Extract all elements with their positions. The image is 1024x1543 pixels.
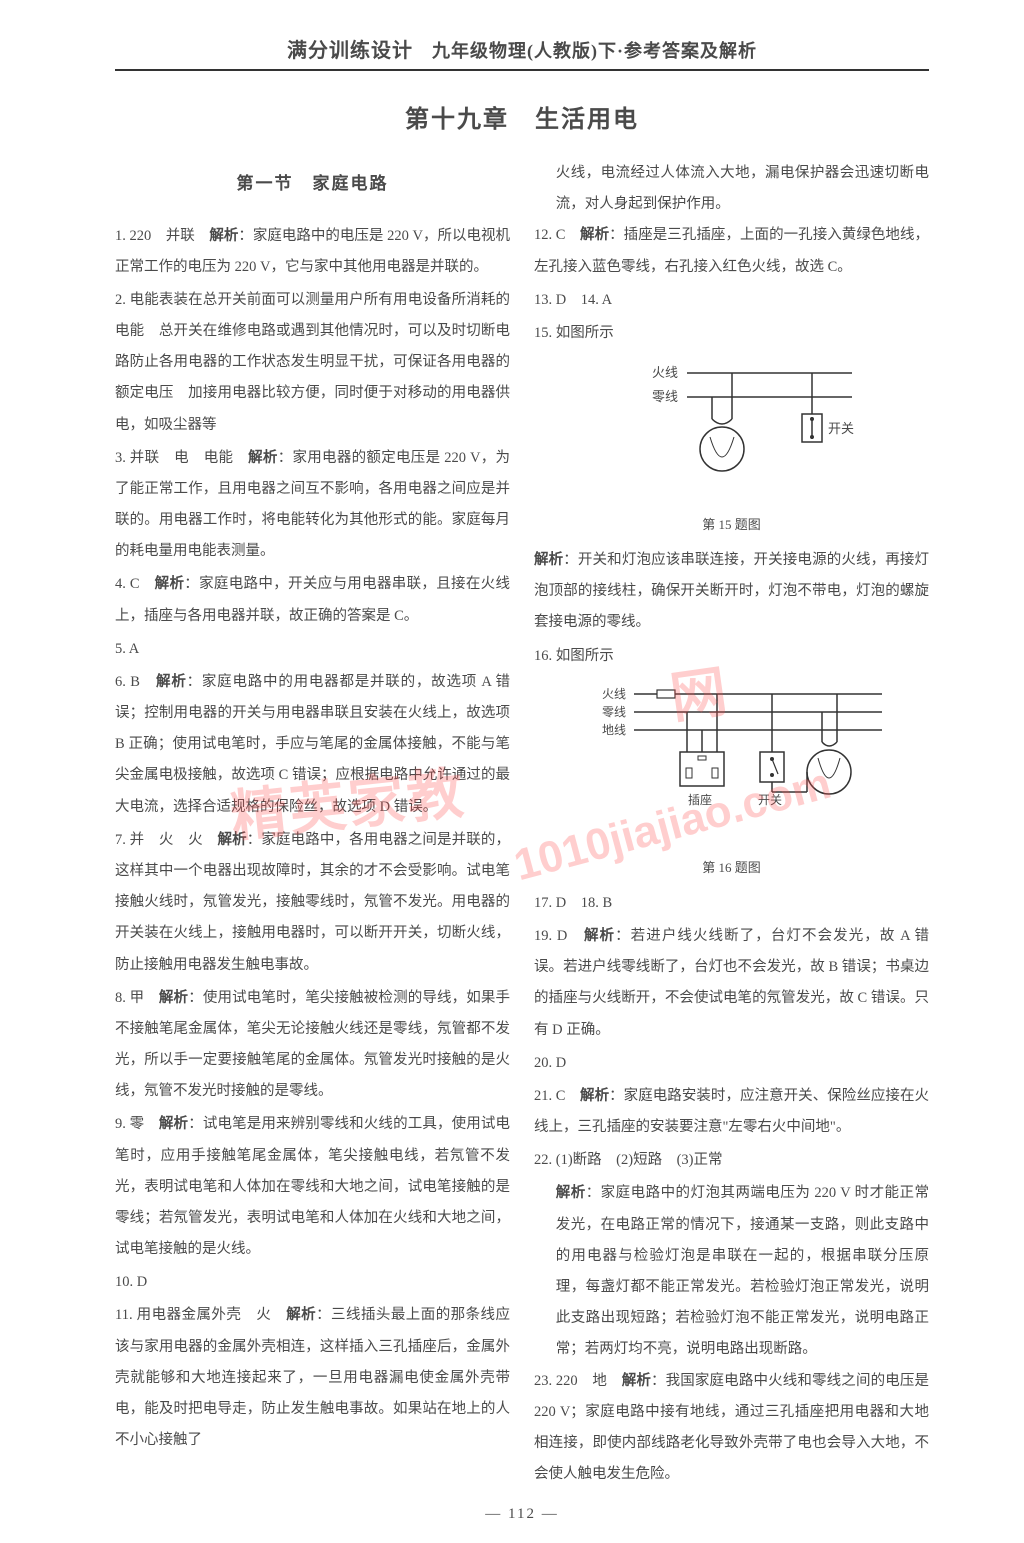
q22-analysis: 解析：家庭电路中的灯泡其两端电压为 220 V 时才能正常发光，在电路正常的情况… <box>534 1178 929 1365</box>
q11-label: 解析 <box>286 1307 316 1323</box>
switch-label-16: 开关 <box>758 793 782 807</box>
q15-rest: ：开关和灯泡应该串联连接，开关接电源的火线，再接灯泡顶部的接线柱，确保开关断开时… <box>534 552 929 630</box>
q21-label: 解析 <box>580 1088 609 1104</box>
two-column-layout: 第一节 家庭电路 1. 220 并联 解析：家庭电路中的电压是 220 V，所以… <box>115 158 929 1492</box>
q3-label: 解析 <box>248 450 278 466</box>
neutral-wire-label: 零线 <box>652 389 678 404</box>
q8-rest: ：使用试电笔时，笔尖接触被检测的导线，如果手不接触笔尾金属体，笔尖无论接触火线还… <box>115 990 510 1100</box>
q20: 20. D <box>534 1048 929 1079</box>
fire-label-16: 火线 <box>602 687 626 701</box>
neutral-label-16: 零线 <box>602 705 626 719</box>
q1-label: 解析 <box>209 228 238 244</box>
q23: 23. 220 地 解析：我国家庭电路中火线和零线之间的电压是 220 V；家庭… <box>534 1366 929 1491</box>
q4-prefix: 4. C <box>115 576 155 592</box>
q21: 21. C 解析：家庭电路安装时，应注意开关、保险丝应接在火线上，三孔插座的安装… <box>534 1081 929 1143</box>
q5: 5. A <box>115 634 510 665</box>
q12-label: 解析 <box>580 227 609 243</box>
q2: 2. 电能表装在总开关前面可以测量用户所有用电设备所消耗的电能 总开关在维修电路… <box>115 285 510 441</box>
q6-prefix: 6. B <box>115 674 156 690</box>
fire-wire-label: 火线 <box>652 365 678 380</box>
figure-15: 火线 零线 开关 <box>534 355 929 505</box>
q1: 1. 220 并联 解析：家庭电路中的电压是 220 V，所以电视机正常工作的电… <box>115 221 510 283</box>
q22-label: 解析 <box>556 1185 586 1201</box>
q11-rest: ：三线插头最上面的那条线应该与家用电器的金属外壳相连，这样插入三孔插座后，金属外… <box>115 1307 510 1448</box>
switch-label-15: 开关 <box>828 421 854 436</box>
section-title: 第一节 家庭电路 <box>115 166 510 203</box>
q11-continuation: 火线，电流经过人体流入大地，漏电保护器会迅速切断电流，对人身起到保护作用。 <box>534 158 929 220</box>
left-column: 第一节 家庭电路 1. 220 并联 解析：家庭电路中的电压是 220 V，所以… <box>115 158 510 1492</box>
q7-label: 解析 <box>217 832 246 848</box>
q11: 11. 用电器金属外壳 火 解析：三线插头最上面的那条线应该与家用电器的金属外壳… <box>115 1300 510 1456</box>
q9: 9. 零 解析：试电笔是用来辨别零线和火线的工具，使用试电笔时，应用手接触笔尾金… <box>115 1109 510 1265</box>
q3-prefix: 3. 并联 电 电能 <box>115 450 248 466</box>
figure-16-caption: 第 16 题图 <box>534 854 929 882</box>
q9-prefix: 9. 零 <box>115 1116 159 1132</box>
q12-prefix: 12. C <box>534 227 580 243</box>
q8-label: 解析 <box>159 990 188 1006</box>
right-column: 火线，电流经过人体流入大地，漏电保护器会迅速切断电流，对人身起到保护作用。 12… <box>534 158 929 1492</box>
figure-16: 火线 零线 地线 插座 <box>534 678 929 848</box>
q7-prefix: 7. 并 火 火 <box>115 832 217 848</box>
q1-prefix: 1. 220 并联 <box>115 228 209 244</box>
q8: 8. 甲 解析：使用试电笔时，笔尖接触被检测的导线，如果手不接触笔尾金属体，笔尖… <box>115 983 510 1108</box>
q11-prefix: 11. 用电器金属外壳 火 <box>115 1307 286 1323</box>
q7: 7. 并 火 火 解析：家庭电路中，各用电器之间是并联的，这样其中一个电器出现故… <box>115 825 510 981</box>
q15-label: 解析 <box>534 552 563 568</box>
q17-q18: 17. D 18. B <box>534 888 929 919</box>
q16: 16. 如图所示 <box>534 641 929 672</box>
q23-prefix: 23. 220 地 <box>534 1373 622 1389</box>
figure-15-caption: 第 15 题图 <box>534 511 929 539</box>
q4: 4. C 解析：家庭电路中，开关应与用电器串联，且接在火线上，插座与各用电器并联… <box>115 569 510 631</box>
q19-rest: ：若进户线火线断了，台灯不会发光，故 A 错误。若进户线零线断了，台灯也不会发光… <box>534 928 929 1038</box>
q23-label: 解析 <box>622 1373 651 1389</box>
q8-prefix: 8. 甲 <box>115 990 159 1006</box>
q4-label: 解析 <box>155 576 185 592</box>
ground-label-16: 地线 <box>602 723 626 737</box>
circuit-diagram-16: 火线 零线 地线 插座 <box>572 682 892 832</box>
q7-rest: ：家庭电路中，各用电器之间是并联的，这样其中一个电器出现故障时，其余的才不会受影… <box>115 832 510 973</box>
header-title-bold: 满分训练设计 <box>287 40 413 62</box>
circuit-diagram-15: 火线 零线 开关 <box>602 359 862 489</box>
header-title-rest: 九年级物理(人教版)下·参考答案及解析 <box>413 41 757 61</box>
q22-rest: ：家庭电路中的灯泡其两端电压为 220 V 时才能正常发光，在电路正常的情况下，… <box>556 1185 929 1357</box>
page-number: — 112 — <box>115 1506 929 1523</box>
q6: 6. B 解析：家庭电路中的用电器都是并联的，故选项 A 错误；控制用电器的开关… <box>115 667 510 823</box>
q3: 3. 并联 电 电能 解析：家用电器的额定电压是 220 V，为了能正常工作，且… <box>115 443 510 568</box>
q15: 15. 如图所示 <box>534 318 929 349</box>
q9-rest: ：试电笔是用来辨别零线和火线的工具，使用试电笔时，应用手接触笔尾金属体，笔尖接触… <box>115 1116 510 1257</box>
q3-rest: ：家用电器的额定电压是 220 V，为了能正常工作，且用电器之间互不影响，各用电… <box>115 450 510 560</box>
q6-rest: ：家庭电路中的用电器都是并联的，故选项 A 错误；控制用电器的开关与用电器串联且… <box>115 674 510 815</box>
q22: 22. (1)断路 (2)短路 (3)正常 <box>534 1145 929 1176</box>
q21-prefix: 21. C <box>534 1088 580 1104</box>
socket-label-16: 插座 <box>688 792 712 807</box>
q13-q14: 13. D 14. A <box>534 285 929 316</box>
q19: 19. D 解析：若进户线火线断了，台灯不会发光，故 A 错误。若进户线零线断了… <box>534 921 929 1046</box>
page-header: 满分训练设计 九年级物理(人教版)下·参考答案及解析 <box>115 34 929 71</box>
q6-label: 解析 <box>156 674 187 690</box>
q19-label: 解析 <box>584 928 615 944</box>
q10: 10. D <box>115 1267 510 1298</box>
q12: 12. C 解析：插座是三孔插座，上面的一孔接入黄绿色地线，左孔接入蓝色零线，右… <box>534 220 929 282</box>
q19-prefix: 19. D <box>534 928 584 944</box>
chapter-title: 第十九章 生活用电 <box>115 99 929 134</box>
q15-analysis: 解析：开关和灯泡应该串联连接，开关接电源的火线，再接灯泡顶部的接线柱，确保开关断… <box>534 545 929 639</box>
q9-label: 解析 <box>159 1116 188 1132</box>
page-container: 满分训练设计 九年级物理(人教版)下·参考答案及解析 第十九章 生活用电 第一节… <box>0 0 1024 1543</box>
